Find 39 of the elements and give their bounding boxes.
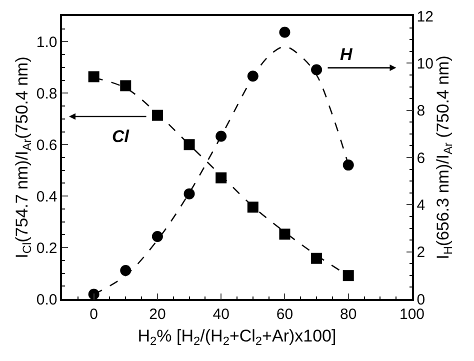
y2-tick-label: 8 [416,102,426,120]
point [279,26,290,38]
point [120,80,132,92]
y-tick-label: 0.4 [36,188,58,206]
point [342,270,354,282]
point [88,288,100,299]
point [342,160,354,171]
x-tick-label: 100 [399,306,425,323]
point [152,231,163,242]
text: H$_{2}$% [H$_{2}$/(H$_{2}$+Cl$_{2}$+Ar)x100] [138,326,336,348]
point [184,188,195,200]
annotation: H [340,45,353,64]
point [88,71,100,82]
y2-tick-label: 6 [416,150,426,167]
y2-tick-label: 10 [416,55,434,72]
point [247,202,258,213]
point [184,139,195,150]
x-tick-label: 20 [149,306,166,323]
y2-tick-label: 2 [416,244,426,262]
point [152,110,163,121]
point [311,64,322,76]
y2-tick-label: 4 [416,196,426,214]
annotation: Cl [112,127,130,146]
y2-tick-label: 0 [416,291,426,308]
y-tick-label: 0.2 [36,240,58,257]
point [311,252,322,264]
point [120,264,132,276]
y2-tick-label: 12 [416,8,434,26]
y-tick-label: 1.0 [36,34,58,51]
x-tick-label: 40 [212,306,230,323]
y-tick-label: 0.8 [36,85,58,102]
x-tick-label: 80 [340,306,357,323]
y-tick-label: 0.6 [36,136,58,154]
point [216,130,227,142]
x-tick-label: 60 [276,306,294,323]
point [279,228,290,240]
y-tick-label: 0.0 [36,291,58,308]
x-tick-label: 0 [90,306,98,323]
point [216,172,227,184]
